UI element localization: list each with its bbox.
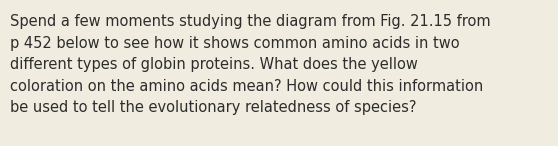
Text: Spend a few moments studying the diagram from Fig. 21.15 from
p 452 below to see: Spend a few moments studying the diagram… — [10, 14, 490, 115]
